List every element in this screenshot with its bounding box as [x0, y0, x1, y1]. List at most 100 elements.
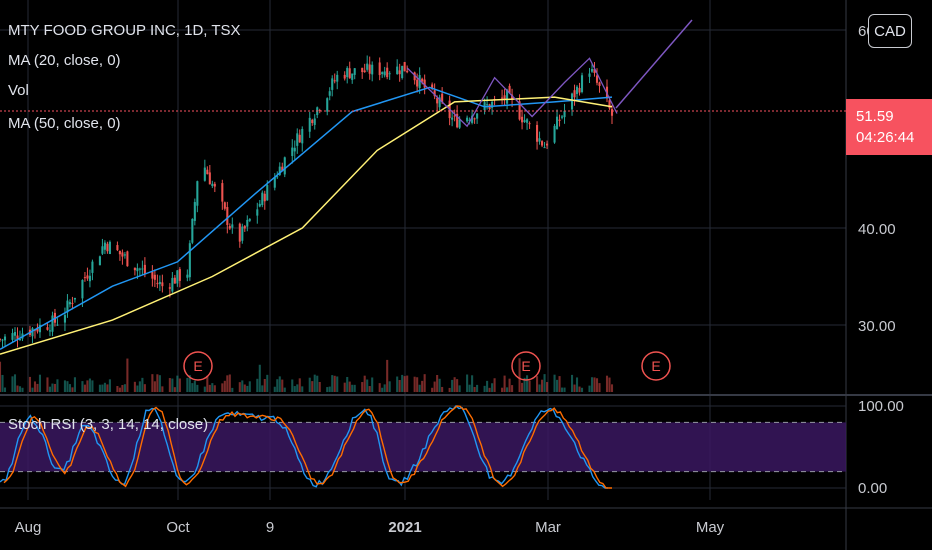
ma20-line [0, 86, 613, 350]
volume-bar [351, 384, 354, 392]
candle-body [103, 242, 106, 250]
candle-body [276, 176, 279, 178]
volume-bar [178, 378, 181, 392]
candle-body [476, 113, 479, 119]
volume-bar [206, 375, 209, 392]
volume-bar [333, 375, 336, 392]
volume-bar [438, 378, 441, 392]
bar-countdown: 04:26:44 [856, 129, 915, 146]
candle-body [226, 207, 229, 225]
candle-body [546, 143, 549, 146]
volume-bar [418, 384, 421, 392]
volume-bar [593, 377, 596, 392]
candle-body [133, 267, 136, 271]
candle-body [361, 67, 364, 73]
candle-body [273, 177, 276, 188]
candle-body [18, 338, 22, 340]
earnings-marker-label: E [521, 358, 530, 374]
volume-bar [538, 384, 541, 392]
volume-bar [491, 383, 494, 392]
candle-body [563, 110, 566, 118]
volume-bar [226, 375, 229, 392]
candle-body [176, 270, 179, 284]
volume-bar [406, 375, 409, 392]
candle-body [48, 330, 52, 332]
volume-bar [138, 381, 141, 392]
candle-body [138, 268, 141, 270]
volume-bar [116, 386, 119, 392]
candle-body [383, 71, 386, 76]
volume-bar [71, 387, 74, 392]
candle-body [108, 241, 111, 255]
volume-bar [521, 382, 524, 392]
volume-bar [590, 377, 594, 392]
candle-body [0, 339, 2, 341]
candle-body [416, 79, 419, 87]
volume-bar [211, 383, 214, 392]
symbol-title[interactable]: MTY FOOD GROUP INC, 1D, TSX [8, 22, 241, 39]
volume-bar [48, 386, 52, 392]
earnings-marker-label: E [651, 358, 660, 374]
candle-body [261, 192, 264, 206]
candle-body [368, 64, 371, 74]
volume-bar [556, 379, 559, 392]
volume-bar [508, 378, 511, 392]
candle-body [73, 297, 76, 300]
volume-bar [278, 376, 281, 392]
candle-body [121, 252, 124, 257]
stoch-rsi-legend[interactable]: Stoch RSI (3, 3, 14, 14, close) [8, 416, 209, 433]
volume-bar [273, 386, 276, 392]
candle-body [396, 66, 399, 75]
candle-body [281, 166, 284, 172]
ma20-legend[interactable]: MA (20, close, 0) [8, 52, 121, 69]
volume-bar [361, 382, 364, 392]
candle-body [221, 183, 224, 202]
volume-bar [608, 377, 611, 392]
volume-bar [1, 374, 4, 392]
candle-body [526, 119, 529, 123]
candle-body [381, 72, 384, 75]
candle-body [553, 125, 556, 143]
candle-body [191, 218, 194, 243]
candle-body [206, 169, 209, 175]
candle-body [246, 219, 249, 227]
candle-body [468, 119, 471, 121]
candle-body [173, 277, 176, 284]
candle-body [243, 226, 246, 229]
candle-body [486, 104, 489, 106]
earnings-marker-icon [183, 351, 213, 381]
candle-body [588, 73, 591, 77]
volume-bar [203, 386, 206, 392]
volume-bar [151, 374, 154, 392]
candle-body [378, 62, 381, 76]
last-price-tag: 51.59 04:26:44 [846, 99, 932, 155]
candle-body [168, 287, 171, 289]
volume-bar [31, 387, 34, 392]
volume-bar [21, 387, 24, 392]
volume-bar [63, 380, 66, 392]
candle-body [523, 120, 526, 123]
volume-bar [536, 376, 539, 392]
volume-bar [543, 374, 546, 392]
volume-bar [506, 387, 509, 392]
candle-body [1, 339, 4, 341]
volume-bar [28, 376, 32, 392]
candle-body [593, 68, 596, 74]
candle-body [71, 302, 74, 304]
volume-bar [488, 387, 491, 392]
candle-body [556, 116, 559, 130]
candle-body [51, 315, 54, 332]
candle-body [521, 116, 524, 123]
pattern-line [406, 57, 618, 128]
volume-legend[interactable]: Vol [8, 82, 29, 99]
volume-bar [523, 377, 526, 392]
ma50-legend[interactable]: MA (50, close, 0) [8, 115, 121, 132]
currency-button[interactable]: CAD [868, 14, 912, 48]
candle-body [458, 119, 461, 128]
volume-bar [3, 387, 7, 392]
candle-body [598, 82, 601, 86]
volume-bar [231, 387, 234, 392]
candle-body [298, 134, 301, 143]
candle-body [118, 250, 121, 255]
